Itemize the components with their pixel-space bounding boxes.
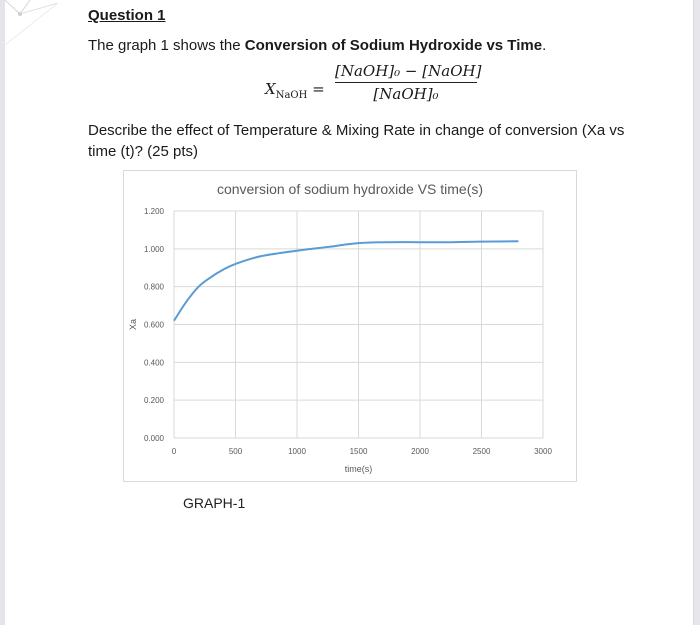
formula-lhs: XNaOH =: [265, 80, 325, 101]
x-tick-label: 2500: [473, 447, 491, 456]
intro-suffix: .: [542, 37, 547, 54]
y-tick-label: 0.200: [144, 396, 165, 405]
intro-bold-text: Conversion of Sodium Hydroxide vs Time: [244, 37, 543, 54]
question-intro: The graph 1 shows the Conversion of Sodi…: [88, 37, 546, 54]
line-chart: 0.000 0.200 0.400 0.600 0.800 1.000 1.200 0 500 1…: [128, 207, 552, 474]
chart-container: conversion of sodium hydroxide VS time(s…: [123, 170, 577, 482]
question-title: Question 1: [88, 7, 166, 24]
y-tick-label: 0.600: [144, 321, 165, 330]
x-tick-label: 1000: [288, 447, 306, 456]
question-prompt: Describe the effect of Temperature & Mix…: [88, 122, 625, 160]
chart-title: conversion of sodium hydroxide VS time(s…: [216, 181, 484, 197]
page-scrollbar[interactable]: [693, 0, 700, 625]
x-tick-label: 500: [229, 447, 243, 456]
graph-caption: GRAPH-1: [183, 495, 246, 511]
x-tick-label: 2000: [411, 447, 429, 456]
x-tick-label: 0: [172, 447, 177, 456]
x-tick-label: 3000: [534, 447, 552, 456]
y-axis-label: Xa: [128, 319, 138, 330]
formula-fraction: [NaOH]₀ − [NaOH] [NaOH]₀: [335, 62, 481, 103]
x-axis-label: time(s): [345, 464, 373, 474]
corner-decoration-icon: [4, 0, 59, 46]
y-tick-label: 0.400: [144, 358, 165, 367]
y-tick-label: 1.000: [144, 245, 165, 254]
formula-denominator: [NaOH]₀: [373, 85, 439, 103]
x-tick-label: 1500: [350, 447, 368, 456]
formula-numerator: [NaOH]₀ − [NaOH]: [335, 62, 481, 83]
y-tick-label: 0.000: [144, 434, 165, 443]
page-left-edge: [0, 0, 5, 625]
series-line: [173, 240, 519, 322]
intro-text: The graph 1 shows the: [88, 37, 245, 54]
y-tick-label: 1.200: [144, 207, 165, 216]
y-tick-label: 0.800: [144, 283, 165, 292]
